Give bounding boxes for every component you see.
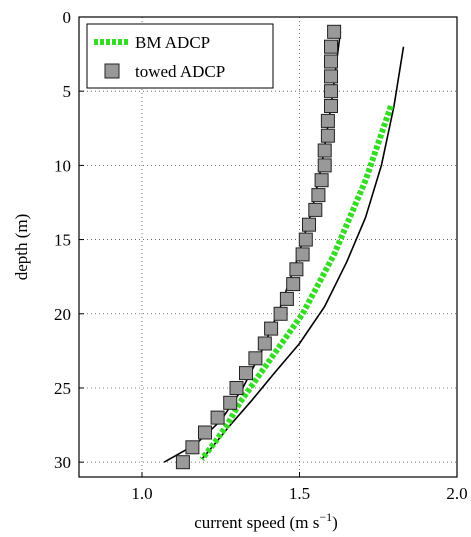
towed-adcp-point xyxy=(320,113,335,128)
x-axis-label-unit-exponent: −1 xyxy=(319,510,332,524)
towed-adcp-point xyxy=(257,336,272,351)
y-tick-label: 0 xyxy=(63,8,72,27)
towed-adcp-point xyxy=(324,99,338,113)
towed-adcp-point xyxy=(324,69,338,84)
towed-adcp-point xyxy=(286,277,301,292)
towed-adcp-point xyxy=(185,440,200,455)
plot-frame xyxy=(78,16,458,478)
towed-adcp-point xyxy=(289,262,304,277)
towed-adcp-point xyxy=(298,232,313,247)
towed-adcp-point xyxy=(311,188,326,203)
towed-adcp-point xyxy=(223,395,238,410)
towed-adcp-point xyxy=(302,217,316,232)
y-axis-ticks: 0 5 10 15 20 25 30 xyxy=(54,8,84,472)
towed-adcp-point xyxy=(210,410,225,425)
x-axis-label-main: current speed (m s xyxy=(194,513,319,532)
y-tick-label: 5 xyxy=(63,82,72,101)
x-axis-label-close: ) xyxy=(332,513,338,532)
data-series xyxy=(175,24,394,470)
fit-curve-1 xyxy=(163,31,342,463)
towed-adcp-point xyxy=(273,306,288,321)
towed-adcp-point xyxy=(320,128,335,143)
towed-adcp-point xyxy=(279,291,294,306)
x-tick-label: 1.0 xyxy=(131,484,152,503)
legend-bm-adcp-label: BM ADCP xyxy=(135,33,210,52)
towed-adcp-point xyxy=(295,247,310,262)
x-tick-label: 2.0 xyxy=(446,484,467,503)
towed-adcp-point xyxy=(308,202,323,217)
towed-adcp-point xyxy=(229,381,244,395)
towed-adcp-point xyxy=(314,173,329,188)
x-axis-ticks: 1.0 1.5 2.0 xyxy=(131,472,468,503)
y-tick-label: 30 xyxy=(54,453,71,472)
y-tick-label: 25 xyxy=(54,379,71,398)
legend-towed-adcp-marker xyxy=(104,63,120,79)
y-tick-label: 10 xyxy=(54,156,71,175)
x-tick-label: 1.5 xyxy=(289,484,310,503)
towed-adcp-point xyxy=(327,24,342,39)
fit-curves xyxy=(163,31,405,463)
towed-adcp-point xyxy=(324,39,338,54)
towed-adcp-point xyxy=(324,54,338,69)
y-axis-label: depth (m) xyxy=(12,214,31,281)
y-tick-label: 20 xyxy=(54,305,71,324)
towed-adcp-point xyxy=(198,425,212,440)
towed-adcp-point xyxy=(239,366,253,381)
towed-adcp-point xyxy=(264,321,279,336)
series-bm-adcp-line xyxy=(199,105,394,462)
towed-adcp-point xyxy=(175,455,190,470)
legend: BM ADCP towed ADCP xyxy=(86,23,274,89)
towed-adcp-point xyxy=(324,84,338,99)
towed-adcp-point xyxy=(317,143,332,158)
legend-towed-adcp-label: towed ADCP xyxy=(135,62,225,81)
y-tick-label: 15 xyxy=(54,231,71,250)
towed-adcp-point xyxy=(317,158,332,173)
towed-adcp-point xyxy=(248,351,263,366)
x-axis-label: current speed (m s−1) xyxy=(194,510,338,532)
